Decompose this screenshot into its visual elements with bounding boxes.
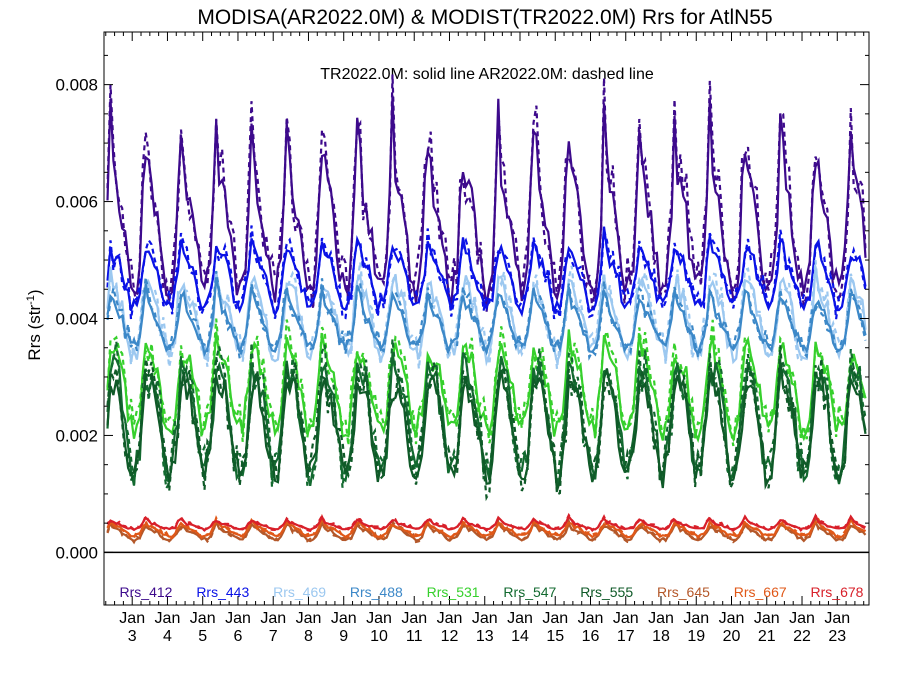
series-line-rrs_531-tr [106, 329, 867, 443]
x-tick-month: Jan [260, 610, 286, 627]
x-tick-month: Jan [648, 610, 674, 627]
legend-item-rrs_412: Rrs_412 [120, 584, 173, 600]
series-line-rrs_412-tr [106, 95, 867, 306]
series-line-rrs_645-tr [106, 519, 867, 543]
x-tick-month: Jan [613, 610, 639, 627]
x-tick-month: Jan [824, 610, 850, 627]
chart-title: MODISA(AR2022.0M) & MODIST(TR2022.0M) Rr… [197, 6, 772, 29]
x-tick-year: 13 [476, 628, 494, 645]
x-tick-month: Jan [789, 610, 815, 627]
x-tick-year: 21 [758, 628, 776, 645]
series-line-rrs_678-tr [106, 513, 866, 532]
x-tick-year: 8 [304, 628, 313, 645]
legend-item-rrs_678: Rrs_678 [811, 584, 864, 600]
x-tick-year: 12 [441, 628, 459, 645]
x-tick-month: Jan [507, 610, 533, 627]
x-tick-year: 19 [687, 628, 705, 645]
x-tick-month: Jan [296, 610, 322, 627]
x-tick-month: Jan [401, 610, 427, 627]
x-tick-month: Jan [190, 610, 216, 627]
x-tick-year: 14 [511, 628, 529, 645]
x-tick-month: Jan [542, 610, 568, 627]
legend-item-rrs_667: Rrs_667 [734, 584, 787, 600]
legend-item-rrs_547: Rrs_547 [503, 584, 556, 600]
legend-item-rrs_555: Rrs_555 [580, 584, 633, 600]
x-tick-year: 3 [128, 628, 137, 645]
y-tick-label: 0.000 [55, 543, 98, 562]
x-tick-month: Jan [331, 610, 357, 627]
x-tick-year: 9 [339, 628, 348, 645]
x-tick-month: Jan [225, 610, 251, 627]
x-tick-month: Jan [578, 610, 604, 627]
x-tick-year: 15 [546, 628, 564, 645]
x-tick-year: 20 [723, 628, 741, 645]
x-tick-year: 5 [198, 628, 207, 645]
y-tick-label: 0.008 [55, 76, 98, 95]
x-tick-month: Jan [437, 610, 463, 627]
x-tick-month: Jan [472, 610, 498, 627]
chart-annotation: TR2022.0M: solid line AR2022.0M: dashed … [320, 66, 654, 83]
y-tick-label: 0.004 [55, 310, 98, 329]
y-tick-label: 0.002 [55, 426, 98, 445]
series-line-rrs_412-ar [106, 74, 867, 313]
y-axis: 0.000 0.002 0.004 0.006 0.008 [55, 54, 869, 562]
plot-frame [103, 31, 870, 606]
x-tick-year: 23 [828, 628, 846, 645]
series-line-rrs_555-ar [106, 345, 867, 502]
series-line-rrs_443-tr [106, 226, 867, 318]
x-tick-month: Jan [155, 610, 181, 627]
x-tick-year: 4 [163, 628, 172, 645]
series-line-rrs_555-tr [106, 361, 867, 491]
x-tick-year: 11 [406, 628, 423, 645]
x-tick-year: 18 [652, 628, 670, 645]
x-tick-year: 7 [269, 628, 278, 645]
x-tick-year: 16 [582, 628, 600, 645]
legend-item-rrs_488: Rrs_488 [350, 584, 403, 600]
x-tick-year: 6 [234, 628, 243, 645]
legend-item-rrs_645: Rrs_645 [657, 584, 710, 600]
series-line-rrs_667-tr [106, 516, 866, 539]
x-tick-month: Jan [366, 610, 392, 627]
x-tick-year: 22 [793, 628, 811, 645]
x-tick-month: Jan [119, 610, 145, 627]
series-line-rrs_488-tr [106, 277, 867, 358]
x-axis: Jan3Jan4Jan5Jan6Jan7Jan8Jan9Jan10Jan11Ja… [105, 32, 865, 645]
legend-item-rrs_531: Rrs_531 [427, 584, 480, 600]
y-tick-label: 0.006 [55, 193, 98, 212]
x-tick-year: 17 [617, 628, 635, 645]
y-axis-label: Rrs (str-1) [25, 289, 44, 360]
plot-area [104, 74, 869, 554]
x-tick-month: Jan [719, 610, 745, 627]
legend-item-rrs_443: Rrs_443 [196, 584, 249, 600]
legend: Rrs_412 Rrs_443 Rrs_469 Rrs_488 Rrs_531 Rrs_5… [120, 584, 864, 600]
x-tick-year: 10 [370, 628, 388, 645]
x-tick-month: Jan [683, 610, 709, 627]
legend-item-rrs_469: Rrs_469 [273, 584, 326, 600]
x-tick-month: Jan [754, 610, 780, 627]
